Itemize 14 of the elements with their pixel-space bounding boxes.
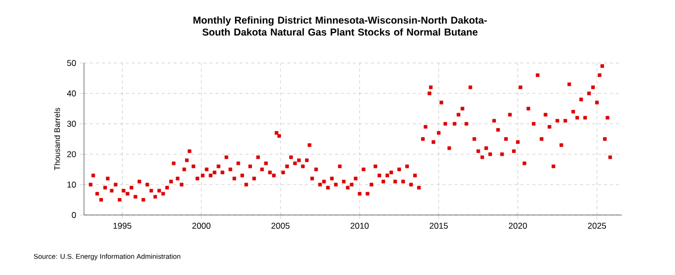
x-tick-label: 2010	[350, 222, 369, 229]
x-tick-label: 2005	[271, 222, 290, 229]
x-tick-label: 2000	[192, 222, 210, 229]
y-tick-label: 20	[67, 151, 76, 158]
y-tick-label: 50	[67, 60, 76, 66]
x-tick-label: 2025	[588, 222, 606, 229]
y-tick-label: 30	[67, 120, 76, 127]
x-tick-label: 1995	[113, 222, 132, 229]
x-tick-label: 2020	[508, 222, 527, 229]
y-tick-label: 10	[67, 182, 76, 188]
y-tick-label: 40	[67, 90, 76, 96]
y-tick-label: 0	[72, 212, 76, 218]
chart-title: Monthly Refining District Minnesota-Wisconsin-North Dakota-South Dakota Natural Gas Plant Stocks of Normal Butane	[193, 16, 487, 36]
x-tick-label: 2015	[430, 222, 448, 229]
